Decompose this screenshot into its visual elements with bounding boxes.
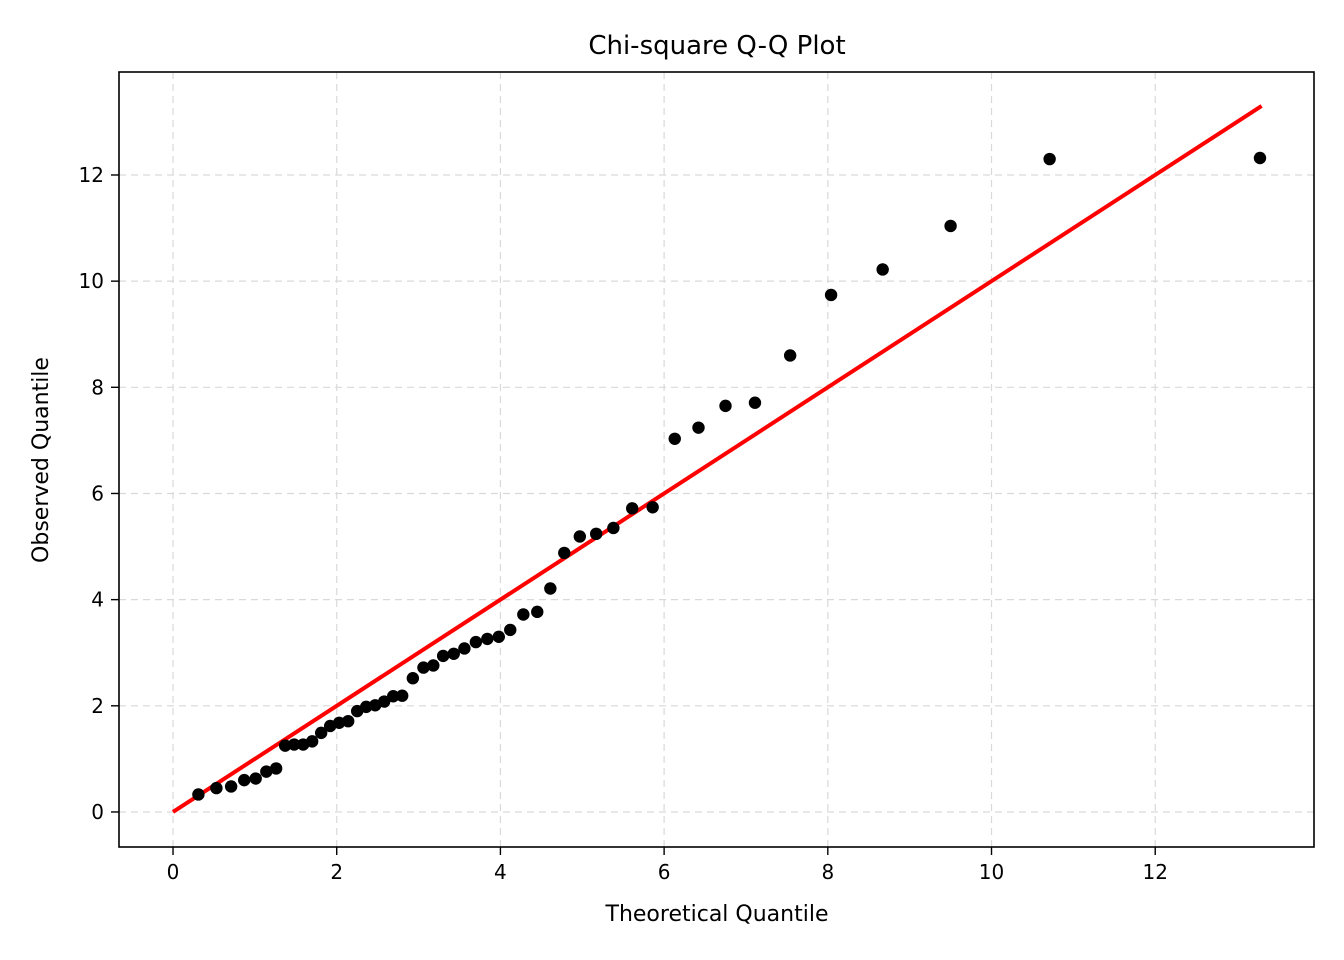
data-point xyxy=(944,219,957,233)
data-point xyxy=(1253,151,1267,165)
x-axis-ticks: 0 2 4 6 8 10 12 xyxy=(167,847,1168,884)
data-point xyxy=(668,432,681,445)
data-point xyxy=(544,582,557,595)
data-point xyxy=(192,788,205,801)
reference-line-layer xyxy=(171,104,1263,814)
data-point xyxy=(458,642,471,655)
data-point xyxy=(278,739,292,752)
data-point xyxy=(436,649,450,663)
y-axis-label: Observed Quantile xyxy=(29,357,54,563)
data-point xyxy=(504,623,517,637)
grid xyxy=(119,72,1314,847)
reference-line xyxy=(171,104,1263,814)
data-point xyxy=(417,661,430,674)
data-point xyxy=(531,605,544,619)
data-point xyxy=(269,762,283,775)
data-point xyxy=(589,527,603,541)
data-point xyxy=(748,396,762,409)
y-tick-label: 4 xyxy=(91,588,104,612)
data-point xyxy=(824,288,838,302)
y-tick-label: 2 xyxy=(91,694,104,718)
y-tick-label: 10 xyxy=(79,269,104,293)
data-point xyxy=(386,690,400,703)
data-point xyxy=(260,765,273,778)
data-point xyxy=(783,349,797,362)
data-point xyxy=(341,714,355,728)
data-point xyxy=(287,738,301,751)
data-point xyxy=(492,630,505,643)
data-point xyxy=(427,659,440,672)
data-point xyxy=(517,608,530,621)
x-tick-label: 12 xyxy=(1142,860,1167,884)
data-point xyxy=(377,695,391,708)
x-tick-label: 4 xyxy=(494,860,507,884)
data-point xyxy=(558,546,571,560)
data-point xyxy=(481,632,494,646)
x-tick-label: 8 xyxy=(821,860,834,884)
data-point xyxy=(1043,152,1056,166)
x-tick-label: 6 xyxy=(658,860,671,884)
x-axis-label: Theoretical Quantile xyxy=(605,902,829,927)
y-tick-label: 6 xyxy=(91,481,104,505)
y-tick-label: 12 xyxy=(79,163,104,187)
data-point xyxy=(249,772,262,785)
data-point xyxy=(719,399,732,413)
y-tick-label: 0 xyxy=(91,800,104,824)
x-tick-label: 10 xyxy=(979,860,1004,884)
data-point xyxy=(692,421,705,434)
chart-title: Chi-square Q-Q Plot xyxy=(588,31,845,61)
data-point xyxy=(447,647,460,660)
plot-frame xyxy=(118,71,1315,848)
data-point xyxy=(314,726,328,740)
data-point xyxy=(210,781,223,795)
data-point xyxy=(646,501,659,514)
data-point xyxy=(395,689,409,702)
data-point xyxy=(406,671,420,685)
data-point xyxy=(224,780,238,793)
data-point xyxy=(876,263,889,276)
y-axis-ticks: 0 2 4 6 8 10 12 xyxy=(79,163,119,824)
x-tick-label: 2 xyxy=(330,860,343,884)
data-points xyxy=(192,151,1267,801)
data-point xyxy=(305,735,319,748)
data-point xyxy=(625,502,639,515)
data-point xyxy=(469,635,483,649)
y-tick-label: 8 xyxy=(91,375,104,399)
x-tick-label: 0 xyxy=(167,860,180,884)
data-point xyxy=(573,530,587,543)
data-point xyxy=(238,773,251,787)
data-point xyxy=(607,521,620,535)
